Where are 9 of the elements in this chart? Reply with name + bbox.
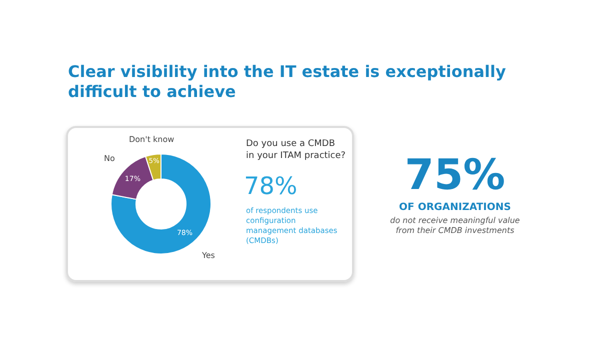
text: OF ORGANIZATIONS [398,202,512,213]
text: 78% [244,172,298,200]
slice-label: Don't know [129,135,175,144]
text: Clear visibility into the IT estate is exceptionally difficult to achieve [68,62,507,102]
text: do not receive meaningful value from their CMDB investments [389,216,521,236]
text: 75% [404,150,506,199]
text: Do you use a CMDB in your ITAM practice? [246,138,346,162]
slice-label: Yes [201,251,215,260]
slice-label: No [104,154,115,163]
